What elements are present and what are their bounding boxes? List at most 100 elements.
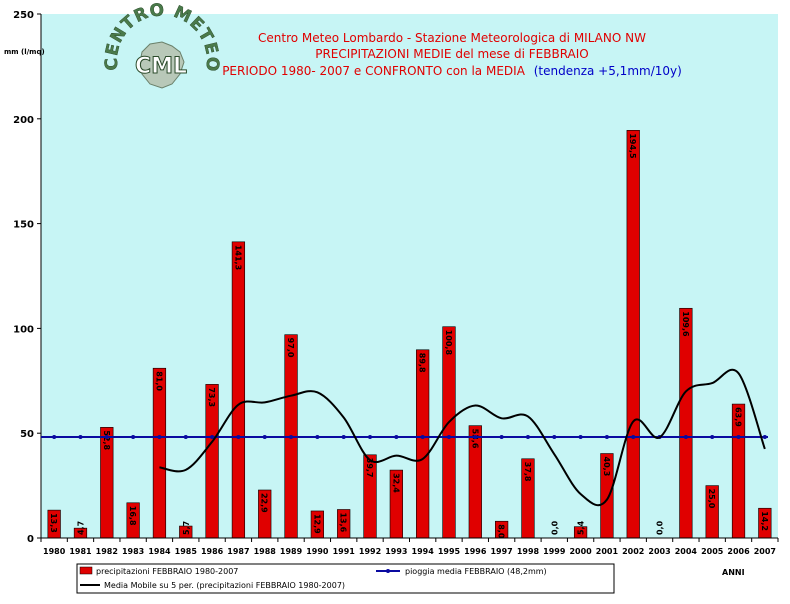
- bar-1986: [205, 384, 219, 539]
- bar-value-label: 63,9: [734, 407, 743, 427]
- x-tick-label: 2002: [622, 547, 644, 556]
- mean-line-marker: [183, 434, 188, 439]
- bar-value-label: 0,0: [550, 520, 559, 535]
- bar-value-label: 8,0: [497, 524, 506, 539]
- legend: precipitazioni FEBBRAIO 1980-2007 pioggi…: [76, 563, 615, 594]
- mean-line-marker: [104, 434, 109, 439]
- bar-value-label: 32,4: [391, 473, 400, 493]
- mean-line-marker: [236, 434, 241, 439]
- x-tick-label: 1994: [412, 547, 435, 556]
- bar-value-label: 97,0: [286, 338, 295, 358]
- bar-value-label: 81,0: [154, 371, 163, 391]
- x-tick-label: 1985: [175, 547, 198, 556]
- mean-line-marker: [683, 434, 688, 439]
- mean-line-marker: [578, 434, 583, 439]
- x-tick-label: 1991: [333, 547, 356, 556]
- chart-title-line-3-red: PERIODO 1980- 2007 e CONFRONTO con la ME…: [222, 64, 526, 78]
- x-tick-label: 2003: [648, 547, 670, 556]
- bar-1984: [152, 367, 167, 539]
- mean-line-marker: [341, 434, 346, 439]
- x-tick-label: 2000: [569, 547, 592, 556]
- bar-2002: [626, 130, 640, 539]
- mean-line-marker: [420, 434, 425, 439]
- x-axis: 1980 1981 1982 1983 1984 1985 1986 1987 1988 1989…: [40, 537, 779, 556]
- x-tick-label: 1997: [490, 547, 512, 556]
- mean-line-marker: [157, 434, 162, 439]
- mean-line-marker: [736, 434, 741, 439]
- legend-label-mean: pioggia media FEBBRAIO (48,2mm): [405, 567, 547, 576]
- moving-average-line: [159, 368, 766, 507]
- bar-value-label: 16,8: [128, 506, 137, 526]
- x-tick-label: 1993: [385, 547, 407, 556]
- mean-line-marker: [262, 434, 267, 439]
- legend-label-bars: precipitazioni FEBBRAIO 1980-2007: [96, 567, 238, 576]
- mean-line-marker: [473, 434, 478, 439]
- bar-value-label: 25,0: [707, 489, 716, 509]
- bar-1995: [442, 326, 456, 539]
- x-tick-label: 1995: [438, 547, 461, 556]
- bar-value-label: 194,5: [628, 133, 637, 159]
- x-tick-label: 1989: [280, 547, 303, 556]
- x-tick-label: 1984: [148, 547, 171, 556]
- mean-line-marker: [710, 434, 715, 439]
- legend-box: [76, 563, 615, 594]
- x-tick-label: 1982: [96, 547, 118, 556]
- mean-line-marker: [446, 434, 451, 439]
- x-tick-label: 2005: [701, 547, 724, 556]
- y-axis: 0 50 100 150 200 250: [13, 10, 42, 545]
- logo-region-shape: [139, 41, 185, 89]
- x-tick-label: 1996: [464, 547, 487, 556]
- bar-value-label: 100,8: [444, 330, 453, 356]
- y-tick-label: 0: [27, 534, 34, 545]
- x-tick-label: 1987: [227, 547, 249, 556]
- x-tick-label: 1986: [201, 547, 224, 556]
- x-tick-label: 1981: [69, 547, 92, 556]
- bar-labels: 13,3 4,7 52,8 16,8 81,0 5,7 73,3 141,3 22,9 97,0 1…: [49, 133, 769, 539]
- bar-value-label: 52,8: [102, 430, 111, 450]
- mean-line-marker: [315, 434, 320, 439]
- mean-line-marker: [604, 434, 609, 439]
- y-tick-label: 200: [13, 115, 34, 126]
- mean-line-marker: [525, 434, 530, 439]
- mean-line-marker: [394, 434, 399, 439]
- legend-swatch-bars: [79, 566, 93, 575]
- x-tick-label: 2006: [727, 547, 750, 556]
- chart-title-line-3: PERIODO 1980- 2007 e CONFRONTO con la ME…: [222, 64, 682, 78]
- bar-value-label: 141,3: [233, 245, 242, 270]
- mean-line-marker: [131, 434, 136, 439]
- x-axis-label: ANNI: [722, 568, 745, 577]
- bars: [47, 130, 772, 539]
- bar-value-label: 13,6: [339, 512, 348, 532]
- bar-value-label: 5,7: [182, 521, 191, 535]
- mean-line: [41, 434, 768, 439]
- mean-line-marker: [368, 434, 373, 439]
- legend-swatch-mean-marker: [386, 569, 390, 573]
- x-tick-label: 2007: [754, 547, 776, 556]
- y-tick-label: 250: [13, 10, 34, 21]
- bar-1994: [416, 349, 430, 539]
- mean-line-marker: [210, 434, 215, 439]
- chart-title-line-1: Centro Meteo Lombardo - Stazione Meteoro…: [258, 31, 646, 45]
- bar-value-label: 89,8: [418, 353, 427, 373]
- x-tick-label: 1992: [359, 547, 381, 556]
- bar-value-label: 14,2: [760, 511, 769, 531]
- y-tick-label: 100: [13, 324, 34, 335]
- mean-line-marker: [289, 434, 294, 439]
- bar-value-label: 40,3: [602, 457, 611, 477]
- bar-value-label: 39,7: [365, 458, 374, 478]
- bar-value-label: 12,9: [312, 514, 321, 534]
- y-axis-label: mm (l/mq): [4, 48, 45, 56]
- bar-value-label: 0,0: [656, 520, 665, 535]
- x-tick-label: 1980: [43, 547, 66, 556]
- chart-title-line-3-blue: (tendenza +5,1mm/10y): [534, 64, 682, 78]
- mean-line-marker: [499, 434, 504, 439]
- x-tick-label: 1999: [543, 547, 566, 556]
- bar-value-label: 73,3: [207, 387, 216, 407]
- bar-1987: [231, 241, 246, 539]
- x-tick-label: 2001: [596, 547, 619, 556]
- x-tick-label: 1988: [254, 547, 277, 556]
- bar-value-label: 5,4: [577, 520, 586, 535]
- x-tick-label: 1998: [517, 547, 540, 556]
